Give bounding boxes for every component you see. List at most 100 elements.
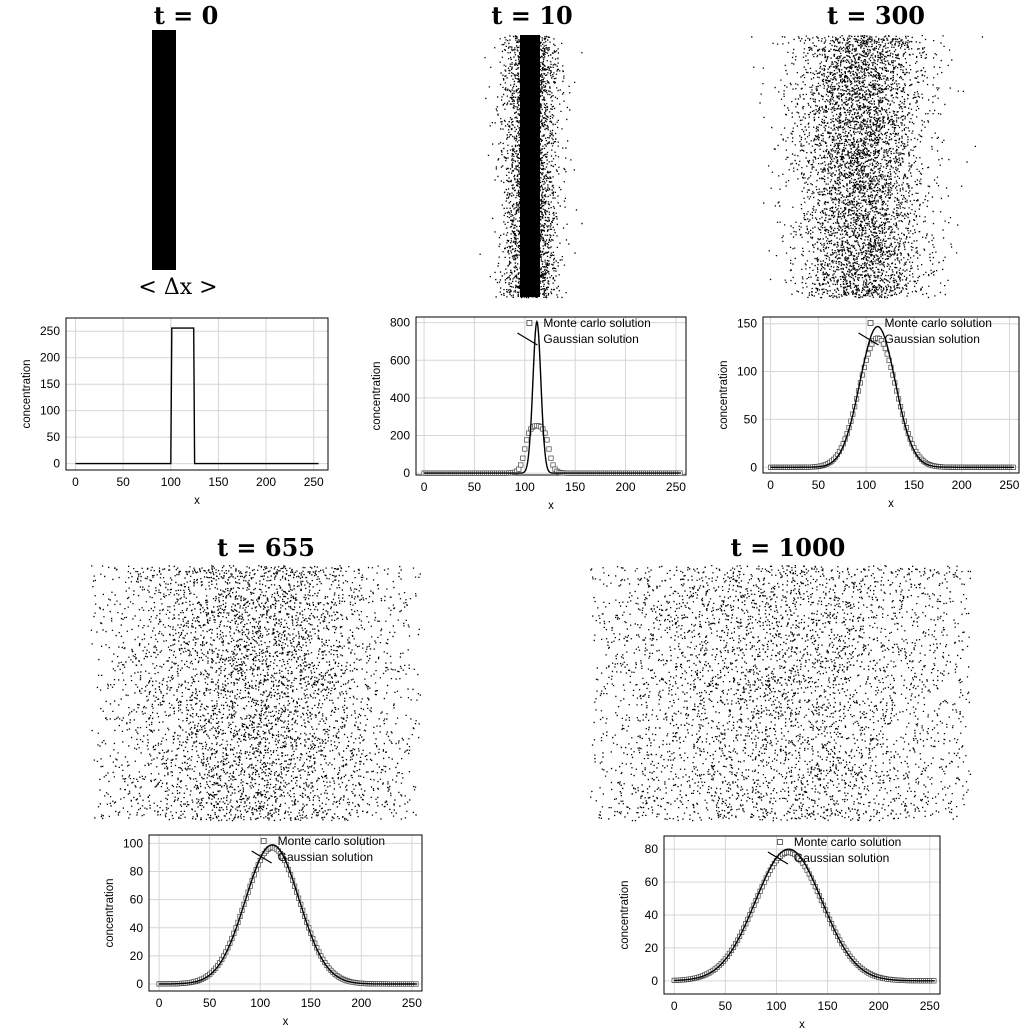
x-tick-label: 250 [999, 478, 1019, 492]
y-tick-label: 0 [651, 974, 658, 988]
chart-3: 0 50 100 150 200 250 0 20 40 60 80 100 x concentratio… [104, 834, 423, 1028]
legend-leader-line [251, 850, 272, 864]
monte-carlo-point [544, 437, 550, 443]
monte-carlo-point [548, 455, 554, 461]
particle-dots [90, 565, 422, 822]
y-tick-label: 150 [737, 317, 757, 331]
legend-marker-monte-carlo [867, 320, 874, 326]
x-tick-label: 0 [421, 480, 428, 494]
monte-carlo-point [522, 446, 528, 452]
legend-leader-line [858, 332, 879, 346]
y-tick-label: 250 [40, 324, 60, 338]
y-axis-label: concentration [619, 880, 631, 949]
legend-marker-monte-carlo [260, 838, 267, 844]
legend-label-monte-carlo: Monte carlo solution [278, 834, 385, 848]
y-tick-label: 200 [40, 351, 60, 365]
gaussian-solution-line [770, 325, 1015, 468]
y-tick-label: 50 [47, 430, 61, 444]
y-axis-label: concentration [21, 359, 33, 428]
legend: Monte carlo solution Gaussian solution [517, 316, 651, 346]
x-tick-label: 150 [301, 996, 321, 1010]
monte-carlo-point [546, 446, 552, 452]
y-tick-label: 80 [645, 842, 659, 856]
x-tick-label: 150 [818, 999, 838, 1013]
x-tick-label: 150 [565, 480, 585, 494]
concentration-charts: 0 50 100 150 200 250050100150200250xconcentra… [21, 316, 1020, 1031]
x-tick-label: 100 [250, 996, 270, 1010]
x-axis-label: x [799, 1019, 805, 1031]
plot-frame [762, 316, 1020, 474]
x-axis-label: x [283, 1016, 289, 1028]
x-tick-label: 0 [72, 475, 79, 489]
particle-image-3 [90, 565, 422, 822]
y-tick-label: 100 [123, 836, 143, 850]
x-tick-label: 50 [719, 999, 733, 1013]
particle-image-0 [152, 30, 176, 270]
plot-frame [415, 316, 687, 476]
y-tick-label: 400 [390, 391, 410, 405]
x-tick-label: 0 [671, 999, 678, 1013]
particle-images [90, 30, 984, 822]
x-tick-label: 0 [767, 478, 774, 492]
legend-label-monte-carlo: Monte carlo solution [794, 835, 901, 849]
legend-leader-line [767, 851, 789, 865]
x-tick-label: 150 [904, 478, 924, 492]
monte-carlo-point [550, 462, 556, 468]
y-tick-label: 80 [130, 865, 144, 879]
y-tick-label: 0 [53, 457, 60, 471]
y-tick-label: 0 [136, 977, 143, 991]
legend: Monte carlo solution Gaussian solution [767, 835, 901, 865]
panel-title-t300: t = 300 [827, 1, 925, 30]
x-axis-label: x [548, 500, 554, 512]
x-tick-label: 250 [304, 475, 324, 489]
chart-0: 0 50 100 150 200 250 0 50 100 150 200 250 x concentra… [21, 317, 329, 507]
legend-leader-line [517, 332, 538, 346]
x-tick-label: 100 [161, 475, 181, 489]
y-tick-label: 0 [750, 460, 757, 474]
x-tick-label: 250 [402, 996, 422, 1010]
legend-marker-monte-carlo [777, 839, 783, 845]
particle-dots [590, 565, 972, 822]
y-tick-label: 40 [645, 908, 659, 922]
x-tick-label: 100 [766, 999, 786, 1013]
legend-label-monte-carlo: Monte carlo solution [543, 316, 650, 330]
x-tick-label: 200 [616, 480, 636, 494]
plot-frame [148, 834, 423, 992]
particle-dots [479, 35, 583, 299]
panel-title-t1000: t = 1000 [731, 533, 846, 562]
legend: Monte carlo solution Gaussian solution [251, 834, 385, 864]
panel-title-t655: t = 655 [217, 533, 315, 562]
y-tick-label: 20 [130, 949, 144, 963]
chart-2: 0 50 100 150 200 250 0 50 100 150 x concentration Mo… [718, 316, 1020, 510]
x-tick-label: 200 [869, 999, 889, 1013]
monte-carlo-point [524, 437, 530, 443]
legend-label-gaussian: Gaussian solution [885, 332, 980, 346]
x-tick-label: 50 [203, 996, 217, 1010]
particle-dots [751, 35, 984, 299]
gaussian-solution-line [424, 319, 681, 474]
x-tick-label: 150 [208, 475, 228, 489]
legend-label-monte-carlo: Monte carlo solution [885, 316, 992, 330]
y-axis-label: concentration [371, 361, 383, 430]
x-axis-label: x [888, 498, 894, 510]
y-tick-label: 60 [645, 875, 659, 889]
y-axis-label: concentration [718, 360, 730, 429]
panel-title-t10: t = 10 [491, 1, 572, 30]
y-tick-label: 40 [130, 921, 144, 935]
legend-label-gaussian: Gaussian solution [278, 850, 373, 864]
x-tick-label: 50 [468, 480, 482, 494]
legend: Monte carlo solution Gaussian solution [858, 316, 992, 346]
x-tick-label: 250 [666, 480, 686, 494]
y-tick-label: 150 [40, 377, 60, 391]
chart-4: 0 50 100 150 200 250 0 20 40 60 80 x concentration Mo… [619, 835, 941, 1031]
particle-image-1 [479, 35, 583, 299]
y-tick-label: 0 [403, 466, 410, 480]
x-tick-label: 50 [116, 475, 130, 489]
delta-x-label: < Δx > [138, 275, 217, 300]
plot-frame [65, 317, 329, 471]
y-tick-label: 50 [744, 412, 758, 426]
particle-image-2 [751, 35, 984, 299]
legend-label-gaussian: Gaussian solution [794, 851, 889, 865]
legend-label-gaussian: Gaussian solution [543, 332, 638, 346]
